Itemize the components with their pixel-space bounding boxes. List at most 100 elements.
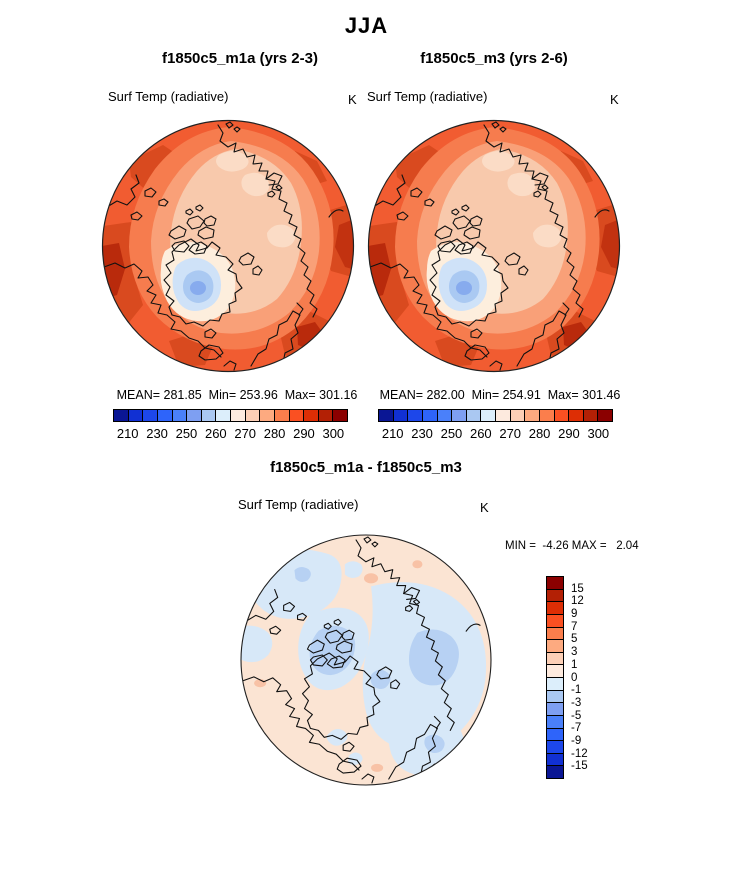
map-m3 xyxy=(367,119,621,373)
colorbar-tick-label: 280 xyxy=(528,426,551,441)
colorbar-diff-ticks: 15 12 9 7 5 3 1 0 -1 -3 -5 -7 -9 -12 -15 xyxy=(571,576,611,779)
colorbar-segment xyxy=(466,410,482,421)
colorbar-tick-label: 3 xyxy=(571,646,578,659)
colorbar-segment xyxy=(422,410,438,421)
colorbar-segment xyxy=(547,678,563,691)
colorbar-tick-label: 230 xyxy=(411,426,433,441)
colorbar-m1a-bar xyxy=(113,409,348,422)
colorbar-tick-label: 290 xyxy=(558,426,580,441)
colorbar-tick-label: 9 xyxy=(571,608,578,621)
colorbar-segment xyxy=(408,410,423,421)
colorbar-segment xyxy=(437,410,453,421)
colorbar-segment xyxy=(379,410,394,421)
colorbar-segment xyxy=(318,410,334,421)
colorbar-tick-label: 290 xyxy=(293,426,315,441)
panel-m3-variable-label: Surf Temp (radiative) xyxy=(367,89,488,104)
colorbar-segment xyxy=(143,410,158,421)
colorbar-tick-label: -9 xyxy=(571,734,582,747)
colorbar-segment xyxy=(547,690,563,704)
colorbar-m3-ticks: 210 230 250 260 270 280 290 300 xyxy=(378,426,613,442)
colorbar-segment xyxy=(216,410,231,421)
colorbar-segment xyxy=(289,410,305,421)
panel-diff-minmax: MIN = -4.26 MAX = 2.04 xyxy=(505,540,639,552)
colorbar-segment xyxy=(547,589,563,603)
panel-m3-title: f1850c5_m3 (yrs 2-6) xyxy=(420,50,568,67)
colorbar-tick-label: 5 xyxy=(571,633,578,646)
colorbar-tick-label: 270 xyxy=(499,426,522,441)
colorbar-tick-label: 260 xyxy=(204,426,227,441)
colorbar-segment xyxy=(510,410,526,421)
colorbar-tick-label: -15 xyxy=(571,760,588,773)
colorbar-tick-label: 280 xyxy=(263,426,286,441)
colorbar-tick-label: -12 xyxy=(571,747,588,760)
colorbar-tick-label: 7 xyxy=(571,620,578,633)
colorbar-segment xyxy=(452,410,467,421)
colorbar-segment xyxy=(547,753,563,767)
map-diff xyxy=(240,534,492,786)
colorbar-tick-label: -5 xyxy=(571,709,582,722)
colorbar-segment xyxy=(157,410,173,421)
colorbar-segment xyxy=(201,410,217,421)
colorbar-segment xyxy=(554,410,570,421)
colorbar-segment xyxy=(547,614,563,628)
colorbar-segment xyxy=(547,715,563,729)
colorbar-segment xyxy=(128,410,144,421)
colorbar-tick-label: 1 xyxy=(571,658,578,671)
colorbar-tick-label: 270 xyxy=(234,426,257,441)
colorbar-segment xyxy=(547,766,563,778)
colorbar-segment xyxy=(547,741,563,754)
colorbar-segment xyxy=(547,665,563,678)
colorbar-tick-label: 12 xyxy=(571,595,584,608)
panel-diff-variable-label: Surf Temp (radiative) xyxy=(238,497,359,512)
panel-diff-title: f1850c5_m1a - f1850c5_m3 xyxy=(270,459,462,476)
colorbar-segment xyxy=(481,410,496,421)
colorbar-diff: 15 12 9 7 5 3 1 0 -1 -3 -5 -7 -9 -12 -15 xyxy=(546,576,588,779)
colorbar-diff-bar xyxy=(546,576,564,779)
colorbar-segment xyxy=(172,410,188,421)
panel-m3-stats: MEAN= 282.00 Min= 254.91 Max= 301.46 xyxy=(379,388,621,402)
colorbar-tick-label: 210 xyxy=(116,426,139,441)
colorbar-segment xyxy=(547,627,563,641)
map-m1a xyxy=(101,119,355,373)
colorbar-segment xyxy=(547,703,563,716)
colorbar-segment xyxy=(525,410,540,421)
colorbar-segment xyxy=(114,410,129,421)
panel-m1a-stats: MEAN= 281.85 Min= 253.96 Max= 301.16 xyxy=(116,388,358,402)
colorbar-segment xyxy=(245,410,261,421)
colorbar-segment xyxy=(569,410,584,421)
figure-title: JJA xyxy=(344,13,389,38)
panel-diff-units-label: K xyxy=(480,500,489,515)
panel-m1a-title: f1850c5_m1a (yrs 2-3) xyxy=(162,50,318,67)
colorbar-tick-label: 250 xyxy=(175,426,198,441)
colorbar-segment xyxy=(274,410,290,421)
colorbar-tick-label: -1 xyxy=(571,684,582,697)
colorbar-tick-label: -7 xyxy=(571,722,582,735)
colorbar-m1a: 210 230 250 260 270 280 290 300 xyxy=(113,409,348,442)
colorbar-tick-label: 210 xyxy=(381,426,404,441)
colorbar-segment xyxy=(231,410,246,421)
colorbar-segment xyxy=(539,410,555,421)
colorbar-segment xyxy=(496,410,511,421)
colorbar-segment xyxy=(260,410,275,421)
colorbar-segment xyxy=(547,728,563,742)
panel-m1a-variable-label: Surf Temp (radiative) xyxy=(108,89,229,104)
colorbar-tick-label: 300 xyxy=(322,426,345,441)
colorbar-tick-label: 230 xyxy=(146,426,168,441)
colorbar-segment xyxy=(304,410,319,421)
colorbar-m3-bar xyxy=(378,409,613,422)
colorbar-segment xyxy=(547,577,563,590)
colorbar-segment xyxy=(393,410,409,421)
colorbar-tick-label: 0 xyxy=(571,671,578,684)
colorbar-tick-label: 260 xyxy=(469,426,492,441)
colorbar-tick-label: 15 xyxy=(571,582,584,595)
colorbar-tick-label: 300 xyxy=(587,426,610,441)
colorbar-segment xyxy=(547,602,563,615)
panel-m3-units-label: K xyxy=(610,92,619,107)
colorbar-m1a-ticks: 210 230 250 260 270 280 290 300 xyxy=(113,426,348,442)
colorbar-tick-label: 250 xyxy=(440,426,463,441)
colorbar-segment xyxy=(547,652,563,666)
colorbar-segment xyxy=(187,410,202,421)
colorbar-segment xyxy=(583,410,599,421)
panel-m1a-units-label: K xyxy=(348,92,357,107)
